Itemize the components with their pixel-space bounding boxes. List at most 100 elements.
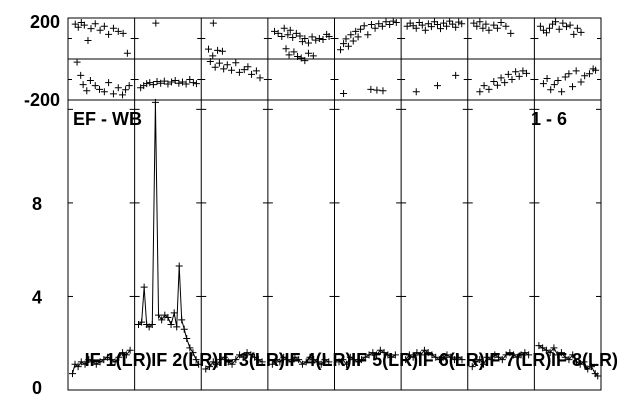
- phase-point: [349, 37, 357, 45]
- phase-point: [476, 88, 484, 96]
- panel-label: IF 1(LR): [85, 350, 152, 370]
- phase-point: [373, 86, 381, 94]
- phase-point: [87, 25, 95, 33]
- amp-point: [350, 356, 358, 364]
- amp-point: [236, 351, 244, 359]
- phase-point: [114, 84, 122, 92]
- phase-point: [543, 74, 551, 82]
- phase-point: [278, 32, 286, 40]
- phase-point: [286, 26, 294, 34]
- amp-point: [74, 363, 82, 371]
- phase-point: [433, 21, 441, 29]
- phase-point: [490, 78, 498, 86]
- amp-point: [287, 358, 295, 366]
- panel-5-marks: [335, 17, 400, 368]
- amp-point: [186, 344, 194, 352]
- phase-point: [122, 86, 130, 94]
- phase-point: [178, 78, 186, 86]
- amp-point: [173, 323, 181, 331]
- phase-point: [285, 51, 293, 59]
- panel-label: IF 3(LR): [218, 350, 285, 370]
- phase-point: [392, 19, 400, 27]
- amp-point: [96, 358, 104, 366]
- phase-point: [290, 48, 298, 56]
- phase-point: [157, 79, 165, 87]
- amp-point: [119, 349, 127, 357]
- phase-point: [308, 33, 316, 41]
- amp-point: [517, 351, 525, 359]
- phase-point: [289, 33, 297, 41]
- phase-point: [309, 52, 317, 60]
- phase-point: [153, 78, 161, 86]
- amp-point: [391, 351, 399, 359]
- amp-point: [213, 360, 221, 368]
- phase-point: [455, 18, 463, 26]
- phase-point: [379, 87, 387, 95]
- axis-labels: 200 -200 8 4 0 IF 1(LR) IF 2(LR) IF 3(LR) IF 4(L…: [24, 12, 618, 395]
- amp-point: [388, 353, 396, 361]
- amp-point: [424, 349, 432, 357]
- amp-point: [239, 353, 247, 361]
- amp-point: [565, 356, 573, 364]
- phase-point: [232, 59, 240, 67]
- amp-point: [420, 346, 428, 354]
- phase-point: [119, 29, 127, 37]
- phase-point: [501, 79, 509, 87]
- phase-point: [244, 63, 252, 71]
- amp-point: [192, 356, 200, 364]
- phase-point: [519, 67, 527, 75]
- phase-point: [304, 49, 312, 57]
- phase-point: [218, 47, 226, 55]
- phase-point: [378, 22, 386, 30]
- amp-point: [138, 318, 146, 326]
- phase-point: [71, 20, 79, 28]
- phase-point: [271, 27, 279, 35]
- phase-point: [375, 20, 383, 28]
- amp-point: [358, 356, 366, 364]
- amp-point: [561, 353, 569, 361]
- phase-point: [371, 24, 379, 32]
- amp-point: [587, 363, 595, 371]
- amp-point: [89, 358, 97, 366]
- phase-point: [412, 88, 420, 96]
- phase-point: [301, 57, 309, 65]
- amp-point: [376, 346, 384, 354]
- phase-point: [284, 31, 292, 39]
- amp-point: [435, 356, 443, 364]
- amp-point: [298, 360, 306, 368]
- phase-point: [73, 58, 81, 66]
- phase-point: [490, 21, 498, 29]
- amp-point: [85, 356, 93, 364]
- amp-point: [584, 365, 592, 373]
- phase-point: [562, 23, 570, 31]
- phase-point: [143, 80, 151, 88]
- phase-point: [592, 66, 600, 74]
- amp-point: [480, 360, 488, 368]
- phase-point: [577, 78, 585, 86]
- phase-point: [215, 59, 223, 67]
- phase-point: [360, 22, 368, 30]
- amp-point: [170, 309, 178, 317]
- phase-point: [565, 70, 573, 78]
- phase-point: [312, 36, 320, 44]
- phase-point: [114, 27, 122, 35]
- phase-point: [547, 86, 555, 94]
- amp-point: [148, 321, 156, 329]
- amp-point: [402, 356, 410, 364]
- phase-point: [342, 35, 350, 43]
- phase-point: [493, 24, 501, 32]
- amp-point: [554, 351, 562, 359]
- amp-point: [291, 353, 299, 361]
- amp-point: [224, 358, 232, 366]
- amp-point: [409, 353, 417, 361]
- phase-point: [248, 70, 256, 78]
- phase-point: [209, 19, 217, 27]
- phase-point: [252, 67, 260, 75]
- amp-point: [317, 360, 325, 368]
- amp-point: [122, 351, 130, 359]
- amp-point: [175, 262, 183, 270]
- amp-point: [180, 325, 188, 333]
- amp-point: [115, 353, 123, 361]
- phase-point: [482, 20, 490, 28]
- phase-point: [304, 39, 312, 47]
